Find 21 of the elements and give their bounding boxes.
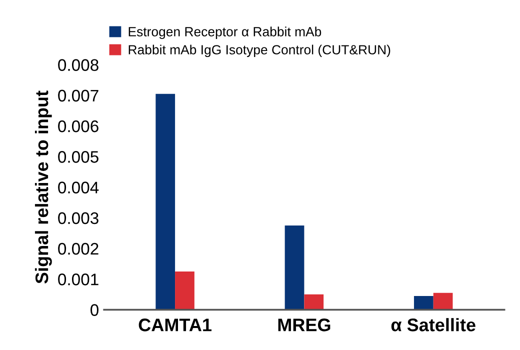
y-tick-label: 0.002 <box>58 242 98 255</box>
bar <box>414 296 434 310</box>
y-tick-label: 0.006 <box>58 120 98 132</box>
bar <box>284 226 304 310</box>
bar <box>304 294 324 310</box>
y-tick-label: 0 <box>90 304 98 316</box>
bar <box>156 94 176 310</box>
x-tick-label: CAMTA1 <box>138 318 212 332</box>
y-tick-label: 0.001 <box>58 274 98 286</box>
legend-label: Rabbit mAb IgG Isotype Control (CUT&RUN) <box>128 44 390 58</box>
y-axis-title: Signal relative to input <box>34 90 52 284</box>
legend-label: Estrogen Receptor α Rabbit mAb <box>128 26 322 39</box>
x-tick-label: MREG <box>278 318 330 332</box>
y-tick-label: 0.005 <box>58 151 98 163</box>
y-tick-label: 0.004 <box>58 182 99 194</box>
y-tick-label: 0.003 <box>58 212 98 224</box>
x-tick-label: α Satellite <box>391 318 476 332</box>
y-tick-label: 0.007 <box>58 90 98 102</box>
y-tick-label: 0.008 <box>58 59 98 71</box>
bar <box>175 271 194 310</box>
bar <box>433 292 453 310</box>
